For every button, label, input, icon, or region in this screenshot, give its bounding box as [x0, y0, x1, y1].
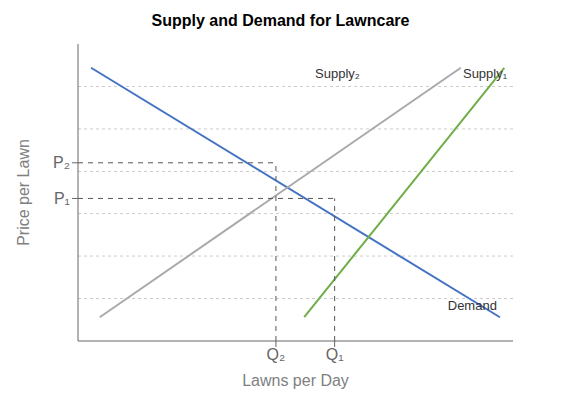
svg-text:P₂: P₂	[53, 154, 70, 171]
svg-text:Supply₁: Supply₁	[463, 66, 508, 81]
svg-text:Price per Lawn: Price per Lawn	[15, 139, 32, 246]
svg-text:Lawns per Day: Lawns per Day	[242, 372, 349, 389]
svg-text:Q₂: Q₂	[267, 346, 286, 363]
html-text:Supply and Demand for Lawncare: Supply and Demand for Lawncare	[151, 12, 410, 29]
svg-text:Supply₂: Supply₂	[315, 66, 360, 81]
svg-text:Q₁: Q₁	[326, 346, 344, 363]
svg-text:Demand: Demand	[448, 298, 497, 313]
svg-text:P₁: P₁	[54, 190, 70, 207]
